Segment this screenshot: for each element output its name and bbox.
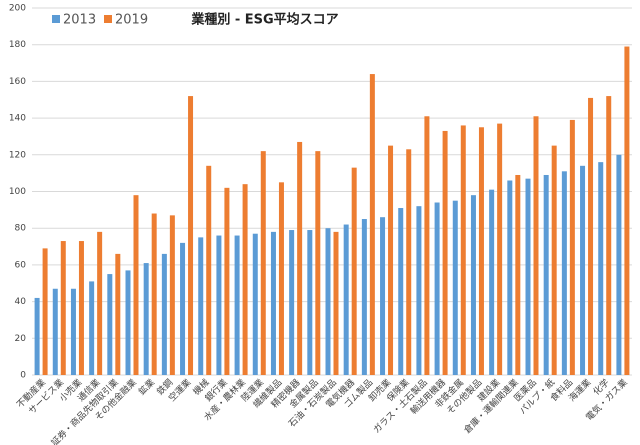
bar [452,200,458,375]
legend-swatch [52,15,60,23]
bar [252,233,258,375]
bar [416,206,422,375]
bar [169,215,175,375]
bar [598,162,604,375]
y-tick-label: 180 [9,40,26,50]
bar [470,195,476,375]
bar [561,171,567,375]
bar [434,202,440,375]
bar [525,178,531,375]
bar [478,127,484,376]
bar [278,182,284,375]
bar [497,123,503,375]
y-tick-label: 40 [15,297,27,307]
bar [315,151,321,375]
bar [507,180,513,375]
bar [569,119,575,375]
bar [297,141,303,375]
bar [242,184,248,375]
bar [270,231,276,375]
bar [343,224,349,375]
bar [180,242,186,375]
bar [307,230,313,375]
y-tick-label: 140 [9,114,26,124]
y-tick-label: 60 [15,260,27,270]
legend-label: 2013 [63,13,96,28]
legend-swatch [104,15,112,23]
y-tick-label: 100 [9,187,26,197]
chart-title: 業種別 - ESG平均スコア [190,12,338,28]
bar [580,165,586,375]
bar [125,270,131,375]
bar [369,74,375,375]
bar [216,235,222,375]
bar [206,165,212,375]
bar [616,154,622,375]
bar [97,231,103,375]
legend-label: 2019 [115,13,148,28]
bar [289,230,295,375]
bar [543,174,549,375]
y-tick-label: 80 [15,224,27,234]
bar [224,187,230,375]
bar [380,217,386,375]
bar [198,237,204,375]
y-tick-label: 200 [9,4,26,14]
bar [424,116,430,375]
bar [89,281,95,375]
bar [489,189,495,375]
bar [42,248,48,375]
bar [188,96,194,375]
bar [143,263,149,375]
bar [606,96,612,375]
bar [551,145,557,375]
bar [115,253,121,375]
bar [388,145,394,375]
bar [515,174,521,375]
y-tick-label: 160 [9,77,26,87]
bar [60,241,66,375]
bar [398,208,404,375]
bar [161,253,167,375]
bar [151,213,157,375]
bar [442,130,448,375]
y-tick-label: 120 [9,150,26,160]
bar [533,116,539,375]
bar [460,125,466,375]
bar [325,228,331,375]
bar [52,288,58,375]
bar [260,151,266,375]
bar [234,235,240,375]
bar [70,288,76,375]
bar [107,274,113,375]
bar [406,149,412,375]
y-tick-label: 20 [15,334,27,344]
bar [34,297,40,375]
bar [133,195,139,375]
bar [333,231,339,375]
bar [78,241,84,375]
bar [588,97,594,375]
bar [351,167,357,375]
bar [624,46,630,375]
bar [361,219,367,375]
y-tick-label: 0 [20,371,26,381]
